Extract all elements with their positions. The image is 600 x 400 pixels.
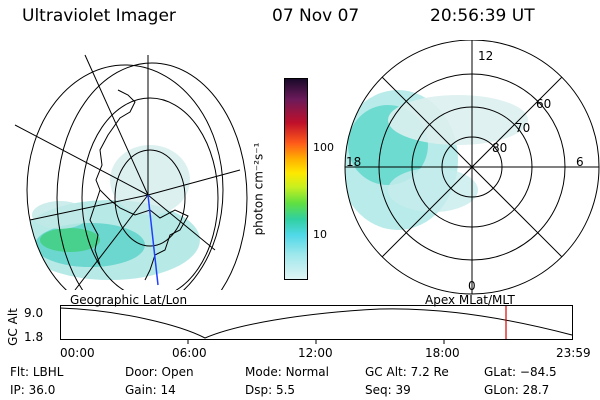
mlt-label-18: 18	[346, 155, 361, 169]
geo-emission-image	[27, 145, 200, 280]
mlat-label-80: 80	[492, 141, 507, 155]
status-glat: GLat: −84.5	[484, 365, 557, 379]
colorbar-tick-100: 100	[313, 141, 334, 154]
gc-alt-tick-bottom: 1.8	[24, 330, 44, 344]
mlt-label-6: 6	[576, 155, 584, 169]
x-tick-0000: 00:00	[60, 346, 95, 360]
apex-polar-panel: 12 0 18 6 60 70 80	[344, 40, 600, 295]
geographic-map-panel	[14, 54, 248, 290]
x-tick-1200: 12:00	[298, 346, 333, 360]
mlt-label-0: 0	[468, 279, 476, 293]
x-tick-0600: 06:00	[172, 346, 207, 360]
time-label: 20:56:39 UT	[430, 6, 535, 26]
geographic-caption: Geographic Lat/Lon	[70, 293, 188, 307]
gc-alt-axis-label: GC Alt	[5, 308, 20, 346]
mlat-label-60: 60	[536, 97, 551, 111]
status-mode: Mode: Normal	[245, 365, 329, 379]
gc-alt-tick-top: 9.0	[24, 306, 44, 320]
status-door: Door: Open	[125, 365, 194, 379]
satellite-track-line	[147, 194, 159, 286]
apex-emission-image	[345, 90, 528, 230]
status-glon: GLon: 28.7	[484, 383, 550, 397]
status-gain: Gain: 14	[125, 383, 176, 397]
x-tick-1800: 18:00	[425, 346, 460, 360]
colorbar-unit-label: photon cm⁻²s⁻¹	[251, 142, 266, 236]
gc-alt-plot	[60, 305, 573, 344]
status-flt: Flt: LBHL	[10, 365, 64, 379]
date-label: 07 Nov 07	[272, 6, 360, 26]
status-dsp: Dsp: 5.5	[245, 383, 296, 397]
status-gc-alt: GC Alt: 7.2 Re	[365, 365, 449, 379]
status-ip: IP: 36.0	[10, 383, 56, 397]
gc-alt-curve	[60, 307, 573, 339]
colorbar-tick-10: 10	[313, 228, 327, 241]
instrument-title: Ultraviolet Imager	[22, 6, 176, 26]
intensity-colorbar	[284, 78, 308, 280]
mlat-label-70: 70	[515, 121, 530, 135]
mlt-label-12: 12	[478, 49, 493, 63]
apex-caption: Apex MLat/MLT	[425, 293, 515, 307]
x-tick-2359: 23:59	[556, 346, 591, 360]
status-seq: Seq: 39	[365, 383, 411, 397]
